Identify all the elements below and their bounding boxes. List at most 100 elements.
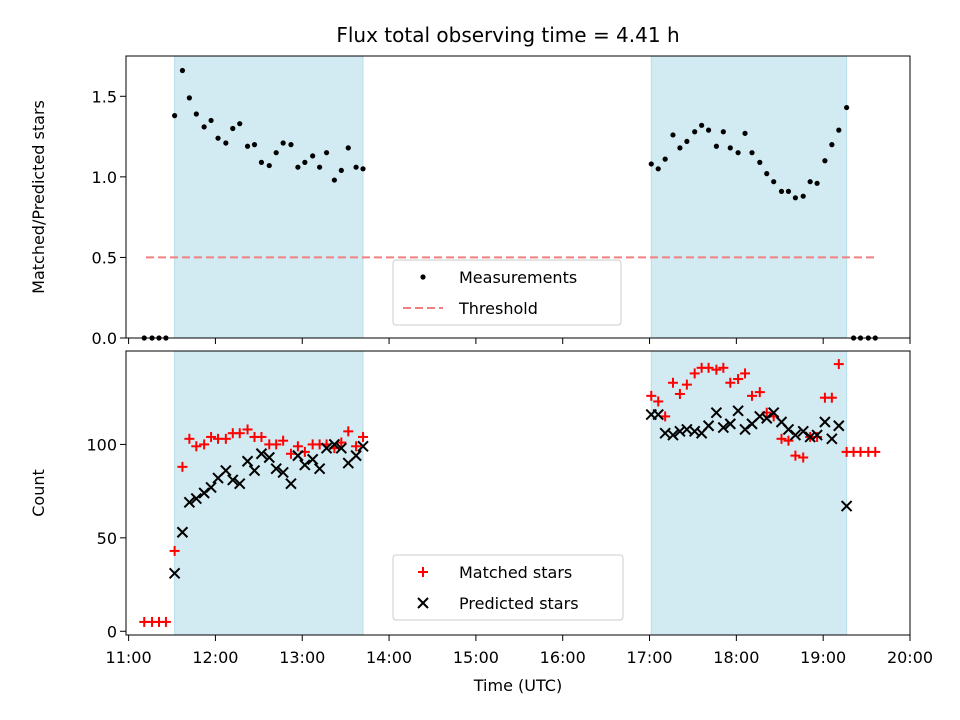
measurement-point bbox=[742, 130, 748, 136]
matched-star-marker bbox=[833, 359, 844, 370]
measurement-point bbox=[749, 150, 755, 156]
measurement-point bbox=[807, 179, 813, 185]
measurement-point bbox=[280, 140, 286, 146]
y-tick-label: 0.5 bbox=[92, 248, 117, 267]
legend-marker bbox=[417, 597, 429, 609]
predicted-star-marker bbox=[205, 481, 217, 494]
predicted-star-marker bbox=[263, 451, 275, 464]
y-axis: 0 50 100 bbox=[86, 435, 126, 641]
legend-label: Predicted stars bbox=[459, 594, 579, 613]
y-tick-label: 1.0 bbox=[92, 168, 117, 187]
predicted-star-marker bbox=[652, 408, 664, 421]
measurement-point bbox=[705, 127, 712, 133]
matched-star-marker bbox=[703, 362, 714, 373]
predicted-star-marker bbox=[168, 567, 181, 580]
measurement-point bbox=[251, 142, 258, 148]
matched-star-marker bbox=[733, 374, 744, 385]
predicted-star-marker bbox=[710, 406, 723, 419]
measurement-point bbox=[317, 164, 323, 170]
matched-star-marker bbox=[798, 452, 809, 463]
measurement-point bbox=[215, 135, 221, 141]
axes-frame bbox=[125, 350, 911, 636]
matched-star-marker bbox=[285, 448, 296, 459]
measurement-point bbox=[201, 124, 207, 130]
measurement-point bbox=[353, 164, 359, 170]
measurement-point bbox=[310, 153, 316, 159]
measurement-point bbox=[720, 129, 726, 135]
measurement-point bbox=[230, 125, 236, 132]
predicted-star-marker bbox=[717, 421, 730, 434]
y-tick-label: 1.5 bbox=[92, 87, 117, 106]
legend-box bbox=[392, 554, 624, 621]
predicted-star-marker bbox=[767, 406, 780, 419]
matched-star-marker bbox=[336, 437, 347, 448]
measurement-point bbox=[345, 145, 351, 151]
plot-series bbox=[141, 67, 878, 341]
matched-star-marker bbox=[790, 450, 801, 461]
legend-label: Matched stars bbox=[459, 563, 572, 582]
matched-star-marker bbox=[184, 433, 195, 444]
measurement-point bbox=[778, 188, 785, 194]
shaded-spans bbox=[174, 55, 848, 339]
measurement-point bbox=[771, 179, 777, 185]
legend-marker bbox=[418, 567, 428, 577]
predicted-star-marker bbox=[328, 438, 341, 451]
matched-star-marker bbox=[206, 431, 217, 442]
matched-star-marker bbox=[681, 379, 692, 390]
measurement-point bbox=[179, 67, 186, 74]
measurement-point bbox=[692, 129, 698, 135]
measurement-point bbox=[258, 159, 265, 165]
x-tick-label: 17:00 bbox=[626, 648, 672, 667]
predicted-star-marker bbox=[754, 410, 766, 423]
matched-star-marker bbox=[740, 368, 751, 379]
measurement-point bbox=[764, 171, 770, 177]
matched-star-marker bbox=[358, 431, 369, 442]
matched-star-marker bbox=[292, 441, 303, 452]
predicted-star-marker bbox=[190, 492, 203, 505]
predicted-star-marker bbox=[241, 455, 254, 467]
axes-frame bbox=[125, 55, 911, 339]
matched-star-marker bbox=[653, 396, 664, 407]
observing-span bbox=[650, 350, 848, 636]
matched-star-marker bbox=[725, 377, 736, 388]
matched-star-marker bbox=[776, 433, 787, 444]
chart-title: Flux total observing time = 4.41 h bbox=[336, 23, 679, 47]
predicted-star-marker bbox=[313, 463, 326, 475]
predicted-star-marker bbox=[357, 440, 369, 452]
x-axis bbox=[128, 338, 911, 344]
measurement-point bbox=[713, 143, 719, 149]
measurement-point bbox=[323, 150, 330, 156]
measurement-point bbox=[648, 161, 654, 167]
predicted-star-marker bbox=[667, 429, 679, 441]
matched-star-marker bbox=[660, 411, 671, 422]
matched-star-marker bbox=[870, 446, 881, 457]
measurement-point bbox=[237, 121, 243, 127]
measurement-point bbox=[800, 193, 806, 199]
predicted-star-marker bbox=[306, 453, 319, 466]
x-axis-label: Time (UTC) bbox=[473, 676, 562, 695]
legend: Measurements Threshold bbox=[392, 259, 622, 326]
measurement-point bbox=[662, 156, 668, 162]
x-tick-label: 11:00 bbox=[106, 648, 152, 667]
predicted-star-marker bbox=[234, 477, 246, 490]
x-tick-label: 18:00 bbox=[713, 648, 759, 667]
legend-label: Threshold bbox=[458, 299, 538, 318]
predicted-star-marker bbox=[335, 442, 348, 454]
legend-box bbox=[392, 259, 622, 326]
y-tick-label: 0 bbox=[107, 622, 117, 641]
observing-span bbox=[650, 55, 848, 339]
matched-star-marker bbox=[199, 439, 210, 450]
matched-star-marker bbox=[812, 431, 823, 442]
measurement-point bbox=[814, 180, 820, 186]
predicted-star-marker bbox=[285, 477, 297, 490]
measurement-point bbox=[822, 158, 828, 164]
predicted-star-marker bbox=[270, 463, 282, 475]
y-tick-label: 0.0 bbox=[92, 329, 117, 348]
predicted-star-marker bbox=[350, 449, 362, 462]
predicted-star-marker bbox=[819, 416, 831, 428]
predicted-star-marker bbox=[702, 420, 715, 432]
legend-marker bbox=[420, 274, 426, 280]
top-panel: 0.0 0.5 1.0 1.5 Matched/Predicted stars Mea… bbox=[29, 55, 911, 348]
measurement-point bbox=[266, 162, 272, 169]
measurement-point bbox=[186, 95, 192, 101]
